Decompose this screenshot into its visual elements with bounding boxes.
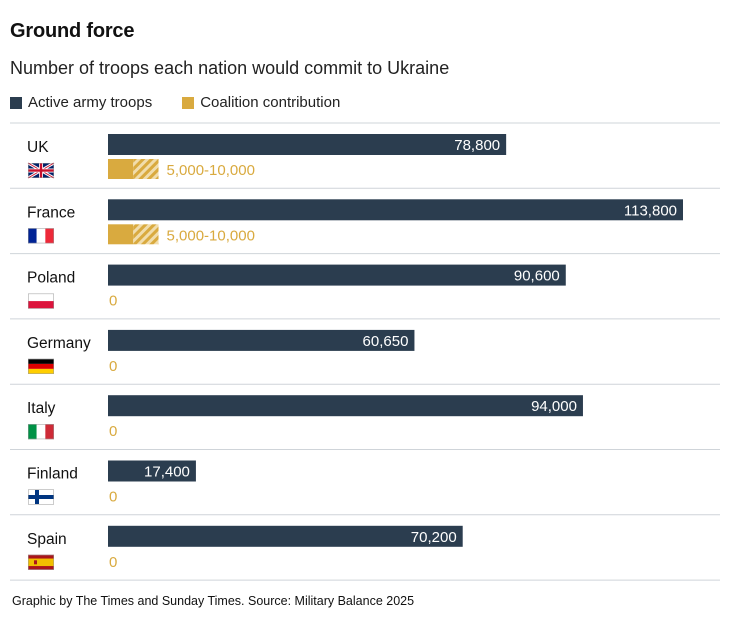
army-value-label: 94,000 <box>531 398 577 415</box>
uk-flag-icon <box>27 161 55 180</box>
army-bar <box>108 264 566 286</box>
coalition-bar-range <box>133 224 159 245</box>
legend-item-coalition: Coalition contribution <box>182 94 340 111</box>
country-label: UK <box>27 139 49 156</box>
army-value-label: 70,200 <box>411 529 457 546</box>
legend-item-army: Active army troops <box>10 94 152 111</box>
army-bar <box>108 460 196 482</box>
coalition-value-label: 0 <box>109 423 117 440</box>
country-label: France <box>27 204 75 221</box>
coalition-value-label: 0 <box>109 293 117 310</box>
chart-row-poland: Poland 90,600 0 <box>10 264 720 320</box>
italy-flag-icon <box>28 424 54 440</box>
bar-chart: UK 78,800 5,000-10,000 France 113,800 5,000-1… <box>10 122 720 581</box>
coalition-bar-min <box>108 224 134 245</box>
coalition-value-label: 5,000-10,000 <box>167 162 255 179</box>
legend-label-army: Active army troops <box>28 94 153 111</box>
army-value-label: 17,400 <box>144 464 190 481</box>
chart-row-germany: Germany 60,650 0 <box>10 329 720 385</box>
country-label: Italy <box>27 400 56 417</box>
army-value-label: 60,650 <box>363 333 409 350</box>
army-bar <box>108 395 583 417</box>
germany-flag-icon <box>28 358 54 374</box>
army-value-label: 90,600 <box>514 268 560 285</box>
source-note: Graphic by The Times and Sunday Times. S… <box>12 594 415 608</box>
coalition-bar-min <box>108 159 134 179</box>
army-bar <box>108 525 463 547</box>
legend-swatch-coalition <box>182 96 195 109</box>
country-label: Finland <box>27 466 78 483</box>
army-value-label: 78,800 <box>454 137 500 154</box>
army-bar <box>108 329 415 351</box>
finland-flag-icon <box>28 489 54 505</box>
legend: Active army troops Coalition contributio… <box>10 94 370 111</box>
country-label: Poland <box>27 270 75 287</box>
country-label: Spain <box>27 531 67 548</box>
chart-row-finland: Finland 17,400 0 <box>10 460 720 516</box>
country-label: Germany <box>27 335 91 352</box>
legend-swatch-army <box>10 96 22 109</box>
coalition-value-label: 0 <box>109 358 117 375</box>
chart-title: Ground force <box>10 20 135 42</box>
coalition-value-label: 0 <box>109 554 117 571</box>
coalition-bar-range <box>133 159 159 179</box>
spain-flag-icon <box>28 554 54 570</box>
coalition-value-label: 5,000-10,000 <box>167 227 255 244</box>
army-value-label: 113,800 <box>624 202 677 219</box>
france-flag-icon <box>28 228 54 244</box>
chart-row-italy: Italy 94,000 0 <box>10 395 720 450</box>
chart-row-france: France 113,800 5,000-10,000 <box>10 199 720 255</box>
legend-label-coalition: Coalition contribution <box>200 94 341 111</box>
chart-row-uk: UK 78,800 5,000-10,000 <box>10 134 720 189</box>
poland-flag-icon <box>28 293 54 309</box>
coalition-value-label: 0 <box>109 489 117 506</box>
army-bar <box>108 134 507 155</box>
chart-subtitle: Number of troops each nation would commi… <box>10 58 450 78</box>
chart-row-spain: Spain 70,200 0 <box>10 525 720 581</box>
army-bar <box>108 199 683 221</box>
